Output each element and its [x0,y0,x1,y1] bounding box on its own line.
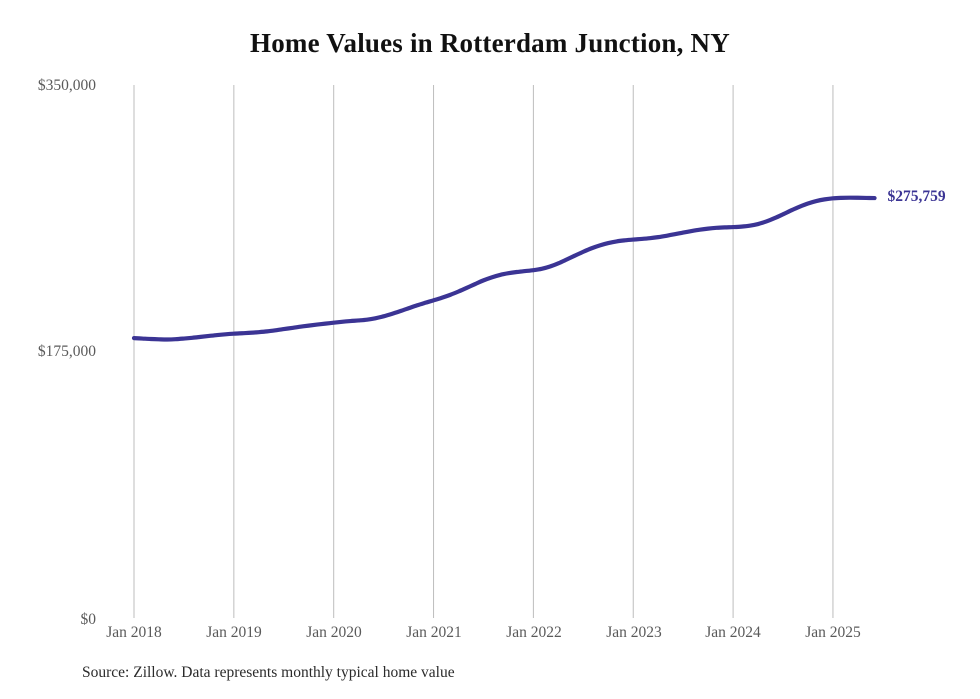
x-axis-tick-jan-2020: Jan 2020 [306,624,362,641]
x-axis-tick-jan-2019: Jan 2019 [206,624,262,641]
source-note: Source: Zillow. Data represents monthly … [82,664,455,681]
x-axis-tick-jan-2018: Jan 2018 [106,624,162,641]
chart-title: Home Values in Rotterdam Junction, NY [250,28,730,58]
x-axis-tick-jan-2025: Jan 2025 [805,624,861,641]
x-axis-tick-jan-2021: Jan 2021 [406,624,462,641]
x-axis-tick-jan-2023: Jan 2023 [606,624,662,641]
y-axis-tick-175000: $175,000 [37,343,96,360]
x-axis-tick-jan-2022: Jan 2022 [506,624,562,641]
end-value-label: $275,759 [887,188,946,206]
y-axis-tick-0: $0 [80,611,97,628]
x-axis-tick-jan-2024: Jan 2024 [705,624,761,641]
value-line [131,195,877,342]
gridlines [133,85,834,618]
y-axis-tick-350000: $350,000 [37,77,96,94]
